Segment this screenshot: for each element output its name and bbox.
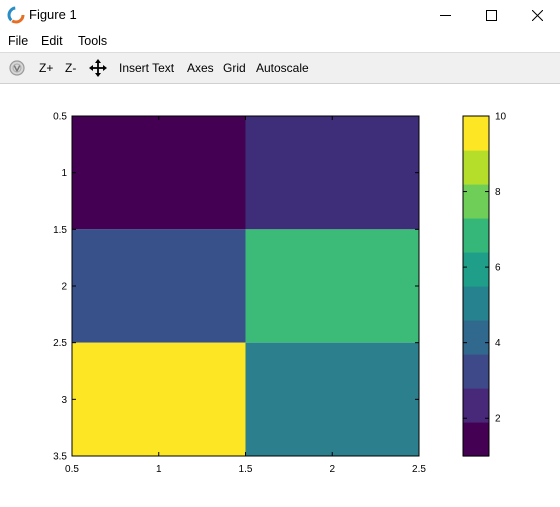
y-tick-label: 1	[61, 168, 67, 179]
colorbar-segment	[463, 116, 489, 151]
colorbar-segment	[463, 252, 489, 287]
colorbar	[462, 115, 490, 457]
colorbar-segment	[463, 354, 489, 389]
colorbar-tick-label: 2	[495, 414, 501, 425]
colorbar-segment	[463, 422, 489, 457]
zoom-in-button[interactable]: Z+	[39, 61, 54, 75]
colorbar-segment	[463, 184, 489, 219]
minimize-button[interactable]	[422, 0, 468, 30]
colorbar-tick-label: 4	[495, 338, 501, 349]
colorbar-box	[462, 115, 490, 457]
zoom-out-button[interactable]: Z-	[65, 61, 77, 75]
maximize-icon	[485, 9, 497, 21]
x-tick-label: 0.5	[65, 464, 79, 475]
heatmap-cell	[245, 342, 419, 456]
x-tick-label: 2.5	[412, 464, 426, 475]
colorbar-ticks: 2 4 6 8 10	[463, 112, 507, 425]
y-tick-label: 3.5	[53, 452, 67, 463]
colorbar-segment	[463, 218, 489, 253]
heatmap-cell	[245, 116, 419, 230]
menu-file[interactable]: File	[8, 34, 29, 48]
heatmap-cell	[72, 229, 246, 343]
heatmap-cells	[72, 116, 419, 456]
y-tick-label: 2	[61, 282, 67, 293]
toolbar: Z+ Z- Insert Text Axes Grid Autoscale	[0, 52, 560, 84]
menu-tools[interactable]: Tools	[78, 34, 108, 48]
y-tick-label: 3	[61, 395, 67, 406]
minimize-icon	[439, 14, 451, 16]
colorbar-tick-label: 10	[495, 112, 507, 123]
menu-edit[interactable]: Edit	[41, 34, 63, 48]
menu-bar: File Edit Tools	[0, 30, 560, 52]
y-axis-ticks: 0.5 1 1.5 2 2.5 3 3.5	[53, 112, 419, 463]
x-axis-ticks: 0.5 1 1.5 2 2.5	[65, 116, 426, 475]
colorbar-tick-label: 8	[495, 187, 501, 198]
colorbar-segment	[463, 150, 489, 185]
y-tick-label: 2.5	[53, 338, 67, 349]
close-button[interactable]	[514, 0, 560, 30]
colorbar-tick-label: 6	[495, 263, 501, 274]
grid-button[interactable]: Grid	[223, 61, 246, 75]
pan-icon[interactable]	[89, 59, 107, 77]
heatmap-plot[interactable]: 0.5 1 1.5 2 2.5 0.5 1 1.5 2 2.5 3 3.5 2 4 6 8 10	[0, 84, 560, 502]
autoscale-button[interactable]: Autoscale	[256, 61, 309, 75]
y-tick-label: 1.5	[53, 225, 67, 236]
x-tick-label: 2	[329, 464, 335, 475]
figure-canvas: 0.5 1 1.5 2 2.5 0.5 1 1.5 2 2.5 3 3.5 2 4 6 8 10	[0, 84, 560, 502]
axes-button[interactable]: Axes	[187, 61, 214, 75]
x-tick-label: 1	[156, 464, 162, 475]
rotate-icon[interactable]	[8, 59, 26, 77]
insert-text-button[interactable]: Insert Text	[119, 61, 175, 75]
colorbar-segment	[463, 388, 489, 423]
heatmap-cell	[245, 229, 419, 343]
colorbar-segment	[463, 286, 489, 321]
title-bar: Figure 1	[0, 0, 560, 30]
window-title: Figure 1	[29, 7, 77, 22]
heatmap-cell	[72, 342, 246, 456]
y-tick-label: 0.5	[53, 112, 67, 123]
colorbar-segment	[463, 320, 489, 355]
close-icon	[531, 9, 543, 21]
x-tick-label: 1.5	[239, 464, 253, 475]
heatmap-cell	[72, 116, 246, 230]
octave-logo-icon	[7, 6, 25, 24]
maximize-button[interactable]	[468, 0, 514, 30]
